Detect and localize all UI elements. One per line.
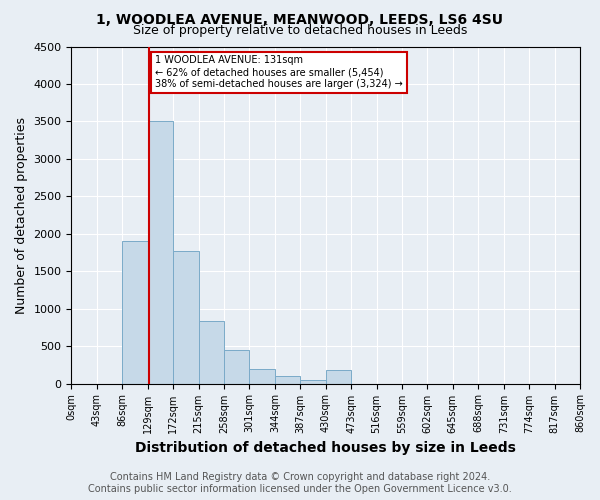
Text: Contains HM Land Registry data © Crown copyright and database right 2024.
Contai: Contains HM Land Registry data © Crown c… — [88, 472, 512, 494]
Text: 1 WOODLEA AVENUE: 131sqm
← 62% of detached houses are smaller (5,454)
38% of sem: 1 WOODLEA AVENUE: 131sqm ← 62% of detach… — [155, 56, 403, 88]
Bar — [300, 380, 326, 384]
Y-axis label: Number of detached properties: Number of detached properties — [15, 116, 28, 314]
Bar — [199, 320, 224, 384]
Bar — [326, 370, 351, 384]
Text: 1, WOODLEA AVENUE, MEANWOOD, LEEDS, LS6 4SU: 1, WOODLEA AVENUE, MEANWOOD, LEEDS, LS6 … — [97, 12, 503, 26]
Bar — [148, 122, 173, 384]
Bar — [122, 242, 148, 384]
X-axis label: Distribution of detached houses by size in Leeds: Distribution of detached houses by size … — [135, 441, 516, 455]
Bar — [250, 368, 275, 384]
Text: Size of property relative to detached houses in Leeds: Size of property relative to detached ho… — [133, 24, 467, 37]
Bar — [275, 376, 300, 384]
Bar — [224, 350, 250, 384]
Bar — [173, 250, 199, 384]
